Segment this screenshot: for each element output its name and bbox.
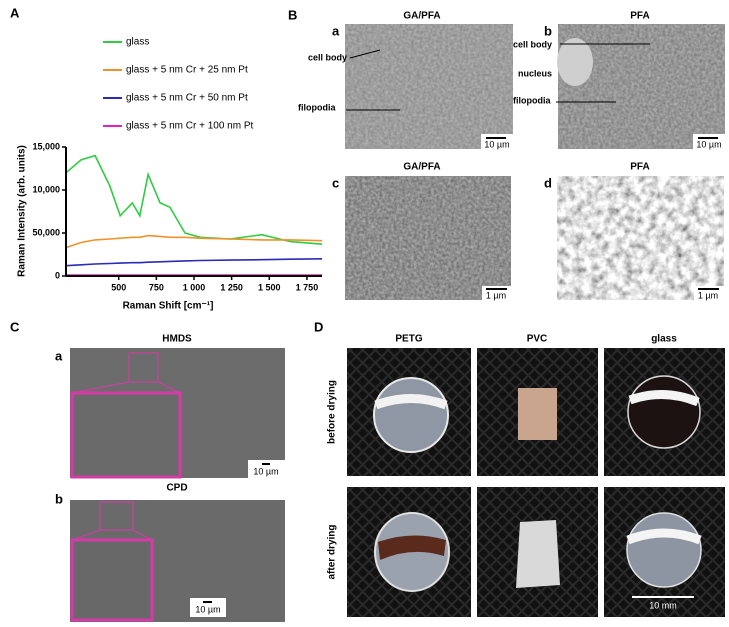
annotation: cell body (308, 52, 347, 62)
x-axis-label: Raman Shift [cm⁻¹] (123, 301, 214, 312)
scale-label: 10 µm (484, 139, 509, 149)
panel-letter: D (314, 319, 323, 334)
scale-label: 10 µm (696, 139, 721, 149)
annotation: cell body (513, 39, 552, 49)
legend-label: glass + 5 nm Cr + 50 nm Pt (126, 93, 248, 104)
scale-label: 10 µm (195, 604, 220, 614)
y-axis-label: Raman Intensity (arb. units) (17, 145, 28, 277)
image-title: GA/PFA (403, 11, 440, 22)
sem-texture (345, 24, 513, 149)
x-tick-label: 750 (149, 282, 164, 292)
inset-connector (71, 529, 153, 541)
column-label: PVC (527, 334, 548, 345)
panel-letter: C (10, 319, 20, 334)
scale-label: 10 µm (253, 466, 278, 476)
annotation: filopodia (513, 95, 551, 105)
raman-chart: Raman Shift [cm⁻¹] Raman Intensity (arb.… (17, 37, 323, 312)
series-line (65, 234, 323, 249)
image-title: GA/PFA (403, 162, 440, 173)
inset-image (70, 538, 154, 622)
image-letter: a (332, 23, 340, 38)
image-letter: b (544, 23, 552, 38)
y-tick-label: 15,000 (32, 141, 60, 151)
image-letter: d (544, 175, 552, 190)
y-tick-label: 50,000 (32, 227, 60, 237)
sample-petg (373, 377, 449, 453)
image-title: CPD (166, 483, 187, 494)
reflection (628, 389, 700, 407)
panel-d: PETG PVC glass before drying after dryin… (327, 334, 725, 617)
sample-glass (626, 512, 702, 588)
scale-label: 1 µm (698, 290, 718, 300)
legend-label: glass (126, 37, 149, 48)
nucleus-shape (557, 38, 593, 86)
reflection (626, 528, 702, 545)
image-title: HMDS (162, 334, 192, 345)
sample-pvc (516, 520, 560, 588)
image-letter: b (55, 491, 63, 506)
panel-letter: A (10, 5, 20, 20)
inset-box (128, 352, 159, 383)
row-label: after drying (327, 524, 338, 579)
x-tick-label: 1 750 (296, 282, 319, 292)
inset-box (99, 501, 134, 531)
pointer (349, 49, 381, 59)
series-line (65, 154, 323, 245)
panel-letter: B (288, 7, 297, 22)
panel-c: HMDS CPD a b 10 µm 10 µm (55, 334, 285, 622)
column-label: glass (651, 334, 677, 345)
sample-pvc (518, 388, 557, 440)
scale-label: 10 mm (649, 600, 677, 610)
x-tick-label: 1 000 (183, 282, 206, 292)
y-tick-label: 10,000 (32, 184, 60, 194)
x-tick-label: 500 (111, 282, 126, 292)
annotation: filopodia (298, 102, 336, 112)
reflection (374, 394, 448, 410)
scale-label: 1 µm (486, 290, 506, 300)
legend-label: glass + 5 nm Cr + 25 nm Pt (126, 65, 248, 76)
legend-label: glass + 5 nm Cr + 100 nm Pt (126, 121, 254, 132)
x-tick-label: 1 500 (258, 282, 281, 292)
sample-glass (627, 375, 701, 449)
sem-texture (345, 176, 511, 300)
image-letter: c (332, 175, 339, 190)
series-line (65, 258, 323, 267)
scale-box (190, 598, 226, 617)
column-label: PETG (395, 334, 422, 345)
image-title: PFA (630, 162, 649, 173)
y-tick-label: 0 (55, 270, 60, 280)
row-label: before drying (327, 380, 338, 444)
inset-connector (71, 381, 181, 394)
image-letter: a (55, 348, 63, 363)
sample-petg (374, 512, 450, 592)
sem-image (557, 176, 724, 300)
annotation: nucleus (518, 68, 552, 78)
inset-image (70, 391, 182, 479)
panel-b: GA/PFA PFA GA/PFA PFA a b c d cell body … (298, 11, 725, 300)
image-title: PFA (630, 11, 649, 22)
x-tick-label: 1 250 (220, 282, 243, 292)
scale-box (248, 460, 285, 478)
damage (378, 535, 446, 560)
